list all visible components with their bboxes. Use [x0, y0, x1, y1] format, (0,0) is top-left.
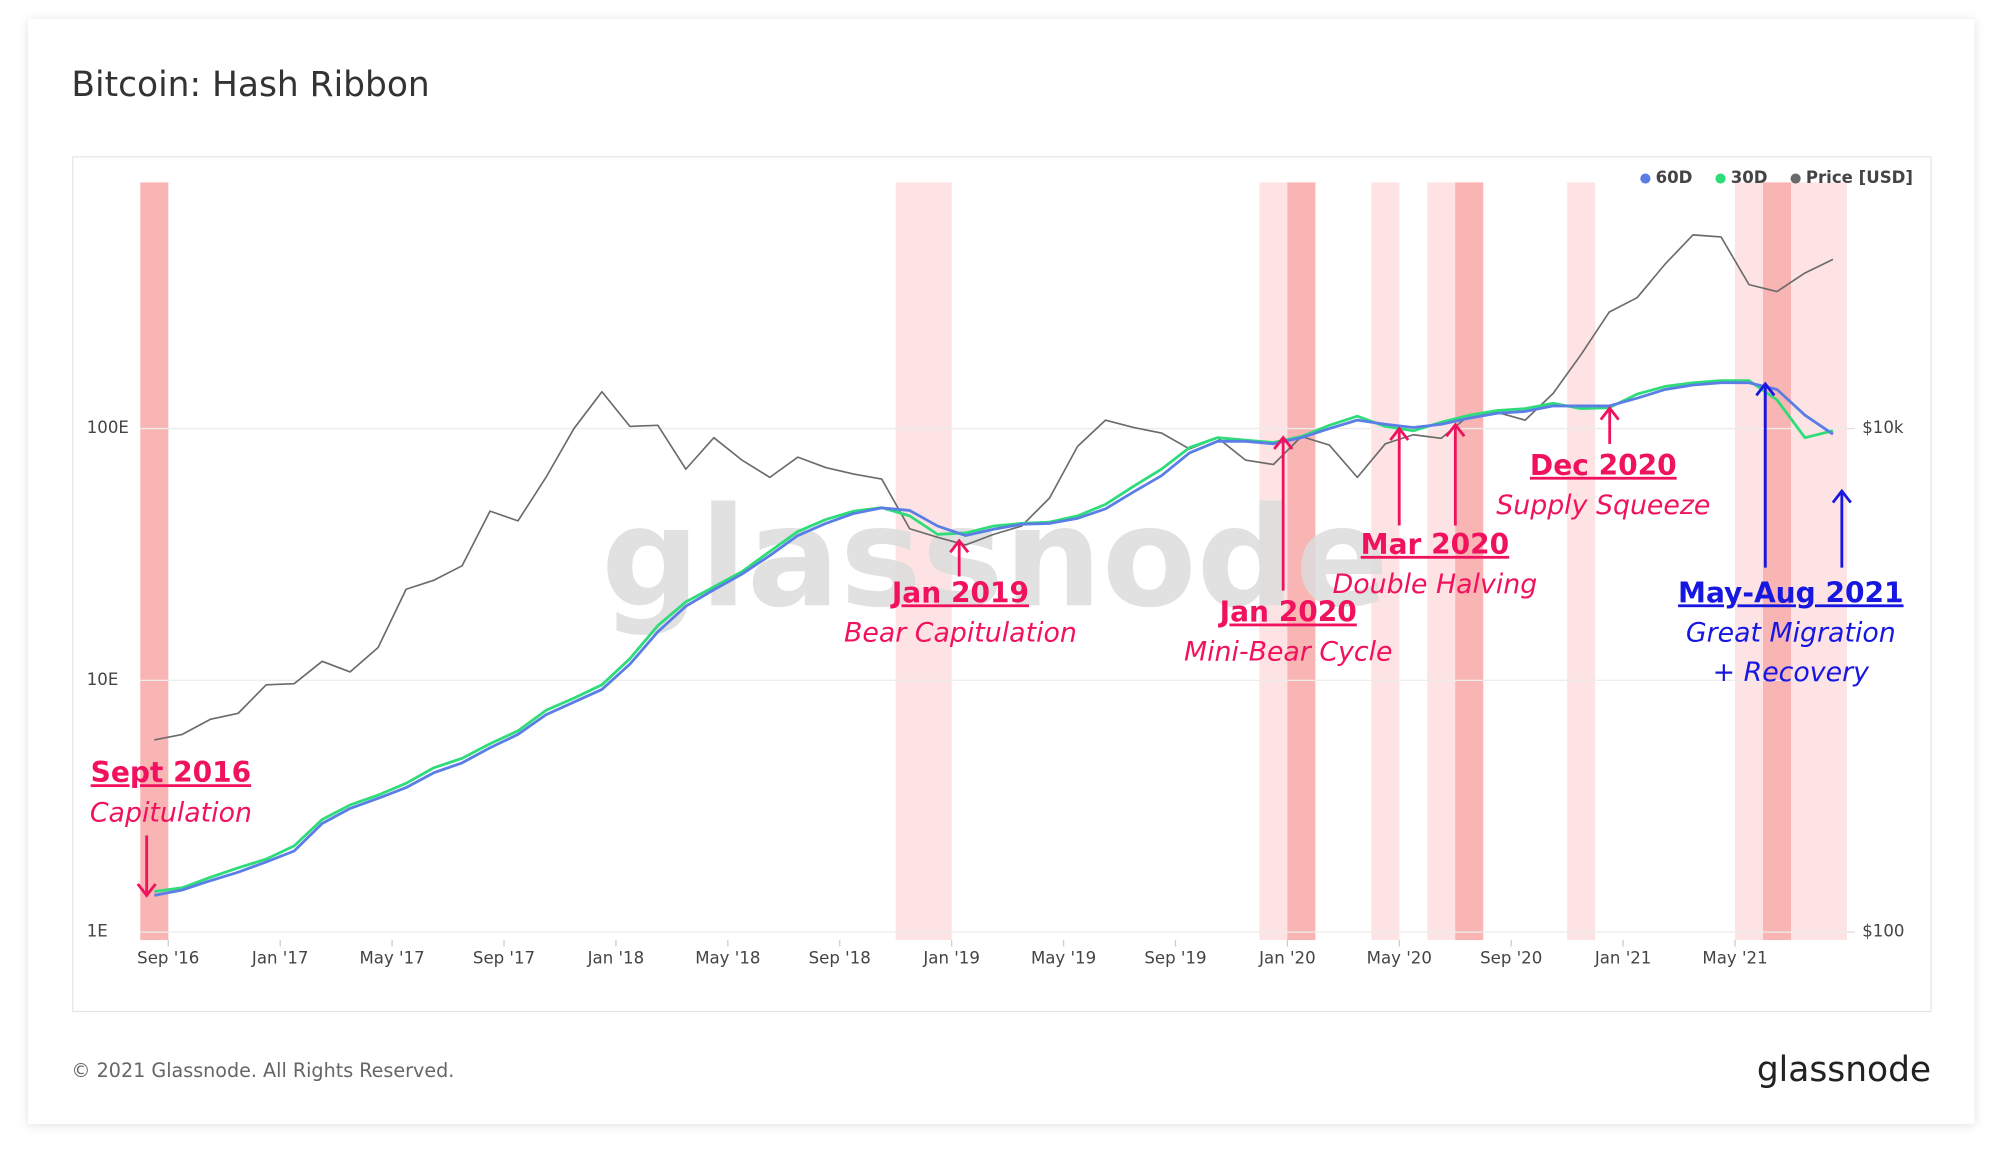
series-line — [154, 234, 1834, 741]
annotation-text: Supply Squeeze — [1496, 490, 1710, 521]
x-tick-label: Jan '20 — [1258, 949, 1315, 968]
arrow-head — [1599, 405, 1620, 421]
shaded-band — [1371, 182, 1400, 941]
arrow-head — [1273, 435, 1294, 450]
chart-frame — [72, 156, 1932, 1013]
x-tick-label: Jan '18 — [587, 949, 644, 968]
x-tick-label: Sep '17 — [473, 949, 535, 968]
y-tick-label: 100E — [87, 418, 129, 437]
annotation-text: Bear Capitulation — [844, 617, 1077, 648]
shaded-band — [895, 182, 952, 941]
annotation-text: Double Halving — [1333, 569, 1538, 600]
arrow-head — [949, 538, 970, 554]
x-tick-label: Sep '19 — [1144, 949, 1206, 968]
y2-tick-label: $100 — [1862, 922, 1904, 941]
strong-band — [1455, 182, 1484, 941]
y-tick-label: 10E — [87, 670, 119, 689]
annotation-text: Capitulation — [90, 797, 252, 828]
x-tick-label: Sep '20 — [1480, 949, 1542, 968]
watermark: glassnode — [601, 478, 1389, 638]
y-tick-label: 1E — [87, 922, 108, 941]
annotation-title: Jan 2019 — [890, 576, 1029, 609]
annotation-title: Dec 2020 — [1530, 449, 1677, 482]
x-tick-label: Jan '19 — [922, 949, 979, 968]
annotation-title: Mar 2020 — [1361, 528, 1509, 561]
copyright: © 2021 Glassnode. All Rights Reserved. — [71, 1059, 454, 1082]
x-tick-label: May '21 — [1702, 949, 1767, 968]
arrow-head — [1445, 422, 1466, 438]
annotation-title: Sept 2016 — [91, 756, 252, 789]
arrow-head — [1831, 488, 1852, 504]
arrow-head — [1389, 426, 1410, 441]
legend-label: 30D — [1731, 168, 1768, 187]
legend-marker — [1715, 173, 1726, 184]
x-tick-label: May '18 — [695, 949, 760, 968]
logo: glassnode — [1757, 1050, 1931, 1090]
annotation-text: Great Migration — [1686, 617, 1896, 648]
x-tick-label: Jan '21 — [1594, 949, 1651, 968]
shaded-band — [1567, 182, 1596, 941]
x-tick-label: Jan '17 — [251, 949, 308, 968]
series-line — [154, 381, 1834, 897]
annotation-text: + Recovery — [1713, 657, 1870, 688]
annotation-text: Mini-Bear Cycle — [1184, 637, 1392, 668]
annotation-title: May-Aug 2021 — [1678, 576, 1903, 609]
arrow-head — [136, 883, 157, 898]
legend-marker — [1640, 173, 1651, 184]
legend-label: Price [USD] — [1806, 168, 1913, 187]
strong-band — [1287, 182, 1316, 941]
x-tick-label: May '20 — [1367, 949, 1432, 968]
x-tick-label: Sep '16 — [137, 949, 199, 968]
legend-label: 60D — [1656, 168, 1693, 187]
arrow-head — [1755, 381, 1776, 397]
annotation-title: Jan 2020 — [1218, 596, 1357, 629]
strong-band — [140, 182, 169, 941]
y2-tick-label: $10k — [1862, 418, 1904, 437]
x-tick-label: Sep '18 — [809, 949, 871, 968]
strong-band — [1763, 182, 1791, 941]
chart-title: Bitcoin: Hash Ribbon — [71, 65, 429, 105]
x-tick-label: May '19 — [1031, 949, 1096, 968]
series-line — [154, 379, 1834, 893]
x-tick-label: May '17 — [360, 949, 425, 968]
legend-marker — [1790, 173, 1801, 184]
